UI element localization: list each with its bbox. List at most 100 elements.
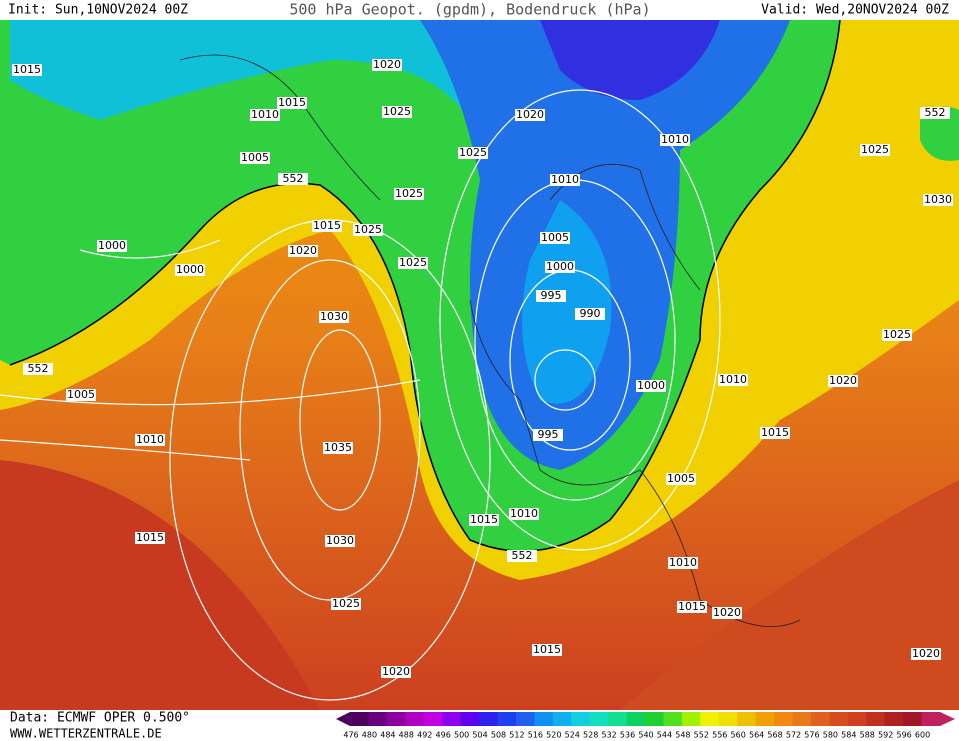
isobar-label: 1020 bbox=[912, 647, 940, 660]
isobar-label: 1015 bbox=[761, 426, 789, 439]
label-bg bbox=[718, 374, 748, 386]
colorbar-swatch bbox=[479, 712, 498, 726]
colorbar-swatch bbox=[515, 712, 535, 726]
label-bg bbox=[920, 107, 950, 119]
isobar-label: 1010 bbox=[719, 373, 747, 386]
label-bg bbox=[353, 224, 383, 236]
isobar-label: 552 bbox=[512, 549, 533, 562]
isobar-label: 1020 bbox=[713, 606, 741, 619]
label-bg bbox=[668, 557, 698, 569]
label-bg bbox=[12, 64, 42, 76]
label-bg bbox=[536, 290, 566, 302]
isobar-label: 995 bbox=[541, 289, 562, 302]
label-bg bbox=[312, 220, 342, 232]
colorbar-swatch bbox=[921, 712, 941, 726]
colorbar-label: 572 bbox=[786, 731, 801, 740]
isobar-label: 1020 bbox=[289, 244, 317, 257]
isobar-label: 1010 bbox=[669, 556, 697, 569]
map-field bbox=[0, 19, 959, 710]
colorbar-swatch bbox=[497, 712, 517, 726]
label-bg bbox=[97, 240, 127, 252]
label-bg bbox=[458, 147, 488, 159]
label-bg bbox=[515, 109, 545, 121]
colorbar-swatch bbox=[552, 712, 572, 726]
isobar-label: 1025 bbox=[395, 187, 423, 200]
colorbar-label: 540 bbox=[638, 731, 653, 740]
data-source: Data: ECMWF OPER 0.500° bbox=[10, 711, 190, 726]
label-bg bbox=[636, 380, 666, 392]
colorbar-label: 508 bbox=[491, 731, 506, 740]
label-bg bbox=[533, 429, 563, 441]
colorbar-label: 504 bbox=[472, 731, 487, 740]
label-bg bbox=[712, 607, 742, 619]
colorbar-swatch bbox=[442, 712, 462, 726]
colorbar-swatch bbox=[405, 712, 425, 726]
isobar-labels: 1015 1020 1015 1010 1025 1020 1025 1010 1005 1010… bbox=[12, 58, 953, 678]
colorbar-swatch bbox=[847, 712, 867, 726]
label-bg bbox=[677, 601, 707, 613]
colorbar-swatch bbox=[700, 712, 720, 726]
colorbar-swatch bbox=[774, 712, 793, 726]
colorbar-label: 492 bbox=[417, 731, 432, 740]
valid-label: Valid: Wed,20NOV2024 00Z bbox=[761, 3, 949, 18]
label-bg bbox=[550, 174, 580, 186]
isobar-label: 990 bbox=[580, 307, 601, 320]
isobar-label: 1010 bbox=[661, 133, 689, 146]
label-bg bbox=[540, 232, 570, 244]
colorbar-label: 588 bbox=[860, 731, 875, 740]
label-bg bbox=[240, 152, 270, 164]
isobar-label: 1025 bbox=[459, 146, 487, 159]
colorbar-swatch bbox=[737, 712, 757, 726]
label-bg bbox=[135, 532, 165, 544]
isobar-label: 995 bbox=[538, 428, 559, 441]
isobar-label: 552 bbox=[283, 172, 304, 185]
colorbar-label: 600 bbox=[915, 731, 930, 740]
colorbar-label: 568 bbox=[767, 731, 782, 740]
label-bg bbox=[372, 59, 402, 71]
colorbar-swatch bbox=[755, 712, 775, 726]
label-bg bbox=[666, 473, 696, 485]
map-title: 500 hPa Geopot. (gpdm), Bodendruck (hPa) bbox=[289, 1, 650, 19]
colorbar-label: 536 bbox=[620, 731, 635, 740]
label-bg bbox=[660, 134, 690, 146]
colorbar-swatch bbox=[681, 712, 701, 726]
colorbar-label: 584 bbox=[841, 731, 856, 740]
colorbar-label: 552 bbox=[694, 731, 709, 740]
label-bg bbox=[394, 188, 424, 200]
colorbar-swatch bbox=[589, 712, 609, 726]
label-bg bbox=[135, 434, 165, 446]
colorbar-label: 596 bbox=[896, 731, 911, 740]
isobar-label: 1025 bbox=[399, 256, 427, 269]
colorbar-label: 484 bbox=[380, 731, 395, 740]
isobar-label: 1000 bbox=[637, 379, 665, 392]
colorbar-swatch bbox=[626, 712, 646, 726]
label-bg bbox=[23, 363, 53, 375]
label-bg bbox=[66, 389, 96, 401]
colorbar-arrow bbox=[336, 712, 350, 726]
isobar-label: 1010 bbox=[510, 507, 538, 520]
colorbar-label: 564 bbox=[749, 731, 764, 740]
isobar-label: 552 bbox=[28, 362, 49, 375]
colorbar-label: 548 bbox=[675, 731, 690, 740]
isobar-label: 1025 bbox=[383, 105, 411, 118]
label-bg bbox=[545, 261, 575, 273]
isobar-label: 1010 bbox=[551, 173, 579, 186]
label-bg bbox=[860, 144, 890, 156]
colorbar-swatch bbox=[810, 712, 830, 726]
colorbar-swatch bbox=[368, 712, 388, 726]
label-bg bbox=[381, 666, 411, 678]
isobar-label: 1015 bbox=[313, 219, 341, 232]
colorbar-swatch bbox=[460, 712, 480, 726]
label-bg bbox=[575, 308, 605, 320]
isobar-label: 1000 bbox=[176, 263, 204, 276]
colorbar-swatch bbox=[884, 712, 904, 726]
isobar-label: 1035 bbox=[324, 441, 352, 454]
isobar-label: 1030 bbox=[326, 534, 354, 547]
isobar-label: 1020 bbox=[373, 58, 401, 71]
colorbar-arrow bbox=[940, 712, 955, 726]
label-bg bbox=[331, 598, 361, 610]
isobar-label: 1005 bbox=[667, 472, 695, 485]
site-url: WWW.WETTERZENTRALE.DE bbox=[10, 727, 162, 741]
colorbar-label: 520 bbox=[546, 731, 561, 740]
